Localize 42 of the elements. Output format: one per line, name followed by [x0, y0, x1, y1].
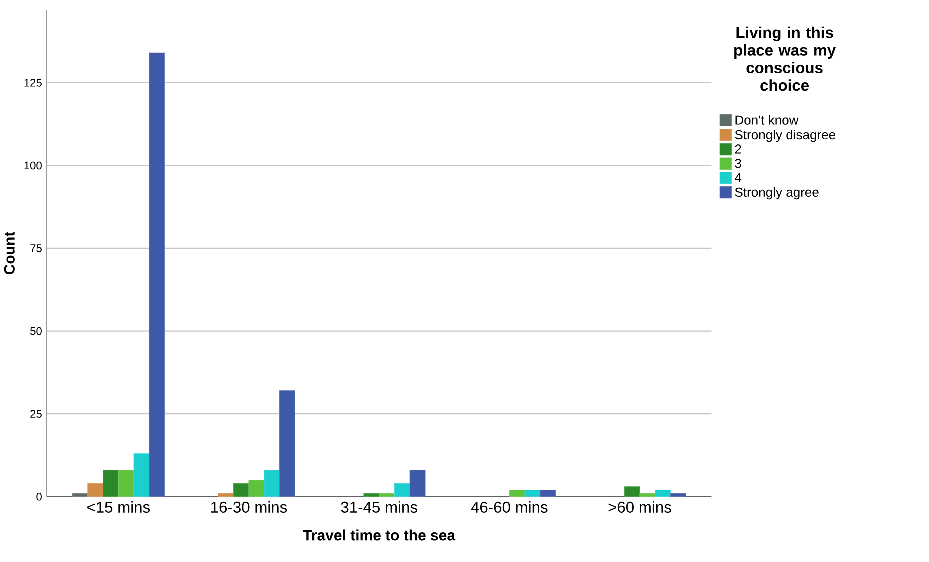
y-tick-label: 0	[36, 492, 42, 501]
legend-label: 4	[735, 173, 742, 182]
legend-label: 3	[735, 158, 742, 168]
bar	[149, 52, 166, 498]
legend-label: Strongly disagree	[735, 130, 836, 142]
x-tick-label: >60 mins	[608, 501, 672, 513]
legend-label: Strongly agree	[735, 187, 819, 200]
y-tick-label: 25	[30, 410, 42, 418]
bar	[670, 493, 686, 498]
bar	[134, 454, 150, 498]
bar	[103, 470, 119, 498]
y-axis-title: Count	[4, 232, 15, 274]
x-axis-title: Travel time to the sea	[303, 530, 456, 541]
bar	[264, 470, 280, 498]
bar	[624, 486, 640, 498]
y-tick-label: 125	[24, 79, 42, 87]
bar	[248, 480, 265, 498]
bar	[509, 490, 526, 498]
legend-title: Living in this place was my conscious choice	[734, 26, 836, 92]
bar	[640, 493, 656, 498]
bar	[233, 483, 250, 498]
x-tick-label: 16-30 mins	[212, 501, 288, 513]
bar	[118, 470, 134, 498]
legend-label: Don't know	[736, 115, 799, 125]
x-tick-label: 46-60 mins	[471, 501, 548, 513]
bar	[218, 493, 234, 498]
bar	[88, 483, 104, 498]
x-tick-label: <15 mins	[88, 501, 150, 513]
bar	[540, 490, 556, 498]
bar	[364, 493, 380, 498]
x-tick-label: 31-45 mins	[341, 501, 418, 513]
bar	[394, 483, 410, 498]
bar	[524, 490, 541, 498]
bar	[280, 390, 296, 498]
y-tick-label: 50	[30, 327, 42, 336]
bar	[72, 493, 88, 498]
bar	[410, 470, 426, 498]
y-tick-label: 100	[24, 162, 42, 170]
bar	[655, 490, 672, 498]
y-tick-label: 75	[30, 244, 42, 252]
bar	[379, 493, 395, 498]
legend-label: 2	[735, 144, 742, 154]
